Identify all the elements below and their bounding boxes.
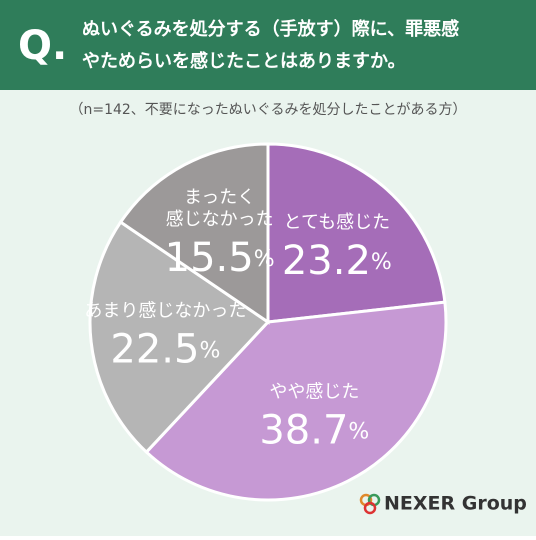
slice-label: とても感じた — [284, 212, 391, 233]
value-label: 15.5% — [165, 235, 275, 281]
slice-label: あまり感じなかった — [84, 301, 246, 322]
title-line: やためらいを感じたことはありますか。 — [82, 50, 406, 72]
value-label: 23.2% — [282, 238, 392, 284]
pie: とても感じた 23.2% やや感じた 38.7% あまり感じなかった 22.5% まったく感… — [84, 142, 448, 502]
pie-slice — [88, 220, 271, 455]
q-mark: Q. — [18, 23, 67, 69]
slice-label: まったく感じなかった — [166, 187, 274, 230]
value-label: 22.5% — [110, 327, 220, 373]
title-line: ぬいぐるみを処分する（手放す）際に、罪悪感 — [82, 18, 459, 40]
pie-slice — [144, 300, 448, 502]
logo-text: NEXER Group — [384, 493, 527, 515]
logo: NEXER Group — [359, 493, 527, 515]
logo-icon — [363, 501, 377, 515]
pie-slice — [266, 142, 447, 324]
value-label: 38.7% — [259, 407, 369, 453]
header-band — [0, 0, 536, 90]
subtitle: （n=142、不要になったぬいぐるみを処分したことがある方） — [69, 102, 466, 118]
slice-label: やや感じた — [269, 381, 359, 402]
pie-slice — [118, 142, 270, 325]
